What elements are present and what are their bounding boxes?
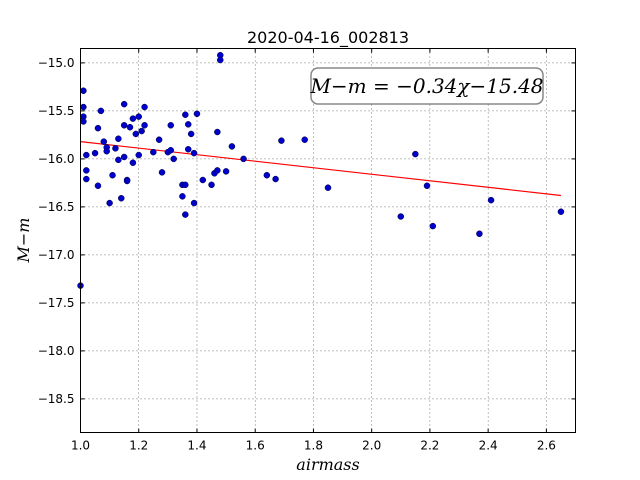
data-point bbox=[182, 111, 189, 118]
y-tick-label: −18.5 bbox=[38, 392, 75, 406]
data-point bbox=[115, 156, 122, 164]
data-point bbox=[132, 130, 140, 138]
data-point bbox=[423, 182, 431, 190]
data-point bbox=[138, 127, 145, 135]
data-point bbox=[106, 199, 113, 207]
data-point bbox=[123, 177, 131, 185]
data-point bbox=[167, 147, 175, 154]
data-point bbox=[83, 167, 90, 174]
data-point bbox=[94, 124, 102, 132]
data-point bbox=[150, 148, 157, 156]
data-point bbox=[182, 181, 189, 189]
data-point bbox=[155, 136, 163, 143]
data-point bbox=[120, 100, 128, 108]
data-point bbox=[184, 146, 192, 153]
fit-line bbox=[80, 141, 562, 197]
y-tick-label: −17.5 bbox=[38, 296, 75, 310]
data-point bbox=[91, 149, 99, 157]
x-tick-label: 1.4 bbox=[187, 439, 206, 453]
data-point bbox=[129, 159, 137, 166]
data-point bbox=[83, 175, 90, 183]
y-tick-label: −18.0 bbox=[38, 344, 75, 358]
data-point bbox=[214, 167, 221, 174]
data-point bbox=[199, 176, 207, 184]
data-point bbox=[115, 135, 122, 142]
y-tick-label: −17.0 bbox=[38, 248, 75, 262]
x-tick-label: 1.0 bbox=[71, 439, 90, 453]
data-point bbox=[103, 147, 110, 155]
data-point bbox=[193, 110, 201, 118]
data-point bbox=[100, 138, 108, 145]
data-point bbox=[184, 121, 192, 128]
data-point bbox=[118, 195, 125, 202]
data-point bbox=[109, 171, 116, 179]
y-tick-label: −15.0 bbox=[38, 56, 75, 70]
data-point bbox=[190, 149, 198, 157]
data-point bbox=[135, 151, 142, 159]
data-points bbox=[77, 51, 565, 289]
data-point bbox=[129, 115, 137, 122]
data-point bbox=[222, 168, 230, 175]
plot-frame bbox=[80, 48, 576, 433]
data-point bbox=[217, 56, 224, 64]
x-tick-label: 2.0 bbox=[362, 439, 381, 453]
data-point bbox=[263, 171, 271, 179]
data-point bbox=[240, 155, 247, 163]
x-tick-label: 1.6 bbox=[246, 439, 265, 453]
data-point bbox=[120, 122, 128, 129]
data-point bbox=[170, 155, 177, 163]
data-point bbox=[214, 128, 221, 136]
data-point bbox=[167, 122, 175, 129]
x-tick-label: 1.8 bbox=[304, 439, 323, 453]
fit-equation-annotation: M−m = −0.34χ−15.48 bbox=[309, 74, 543, 98]
x-axis-label: airmass bbox=[296, 455, 359, 474]
data-point bbox=[412, 150, 419, 158]
x-tick-label: 1.2 bbox=[129, 439, 148, 453]
data-point bbox=[228, 143, 236, 150]
x-tick-label: 2.4 bbox=[479, 439, 498, 453]
plot-background bbox=[80, 48, 576, 433]
data-point bbox=[141, 122, 148, 129]
x-tick-label: 2.2 bbox=[420, 439, 439, 453]
data-point bbox=[190, 199, 198, 207]
data-point bbox=[112, 145, 119, 152]
data-point bbox=[476, 230, 483, 238]
axis-ticks: 1.0 1.2 1.4 1.6 1.8 2.0 2.2 2.4 2.6 −15.0 −15.5 −16… bbox=[38, 48, 576, 453]
data-point bbox=[278, 137, 285, 144]
data-point bbox=[158, 169, 166, 176]
x-tick-label: 2.6 bbox=[537, 439, 556, 453]
data-point bbox=[120, 153, 128, 161]
data-point bbox=[80, 118, 87, 125]
annotation-box bbox=[310, 67, 544, 105]
data-point bbox=[429, 222, 437, 230]
y-tick-label: −16.0 bbox=[38, 152, 75, 166]
data-point bbox=[272, 175, 279, 183]
data-point bbox=[135, 113, 142, 120]
chart-title: 2020-04-16_002813 bbox=[247, 28, 409, 48]
data-point bbox=[126, 123, 134, 131]
data-point bbox=[182, 211, 189, 218]
y-axis-label: M−m bbox=[14, 218, 33, 264]
data-point bbox=[557, 208, 565, 215]
fit-line-group bbox=[80, 141, 562, 197]
data-point bbox=[324, 184, 332, 191]
data-point bbox=[179, 193, 186, 200]
data-point bbox=[208, 181, 215, 189]
data-point bbox=[141, 103, 148, 111]
data-point bbox=[94, 182, 102, 190]
data-point bbox=[83, 151, 90, 159]
data-point bbox=[187, 130, 195, 138]
y-tick-label: −16.5 bbox=[38, 200, 75, 214]
data-point bbox=[80, 87, 87, 94]
y-tick-label: −15.5 bbox=[38, 104, 75, 118]
data-point bbox=[80, 103, 87, 111]
data-point bbox=[487, 196, 495, 204]
data-point bbox=[301, 136, 308, 143]
data-point bbox=[397, 213, 405, 220]
data-point bbox=[97, 107, 105, 115]
